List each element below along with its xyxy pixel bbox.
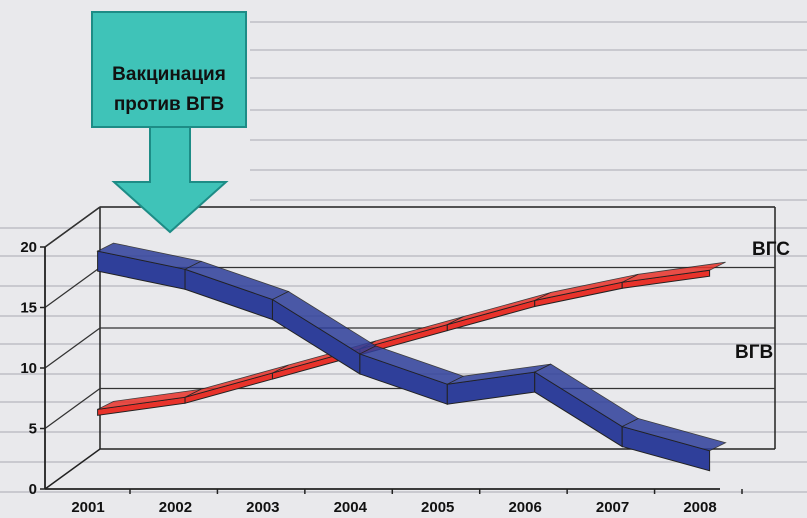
chart-labels: 0 5 10 15 20 2001 2002 2003 2004 2005 2006 2007 2008…: [20, 239, 790, 516]
y-tick-label: 20: [20, 239, 37, 256]
series-label: ВГС: [752, 239, 790, 260]
gridline: [44, 206, 775, 248]
callout-line-1: Вакцинация: [112, 64, 226, 85]
x-tick-label: 2001: [71, 499, 104, 516]
y-tick-label: 10: [20, 360, 37, 377]
x-tick-label: 2007: [596, 499, 629, 516]
ribbon-top: [359, 316, 464, 350]
gridline: [44, 327, 775, 369]
ribbon-top: [621, 261, 726, 283]
vaccination-callout: Вакцинация против ВГВ: [91, 11, 247, 234]
callout-box: [91, 11, 247, 128]
x-tick-label: 2005: [421, 499, 454, 516]
y-tick-label: 15: [20, 300, 37, 317]
ribbon-segment: [446, 299, 536, 332]
y-tick-label: 0: [29, 481, 37, 498]
ribbon-top: [447, 292, 551, 326]
ribbon-top: [621, 418, 727, 452]
callout-arrow: [111, 126, 229, 234]
x-tick-label: 2004: [334, 499, 368, 516]
series-label: ВГВ: [735, 342, 773, 363]
x-tick-label: 2002: [159, 499, 192, 516]
x-tick-label: 2003: [246, 499, 279, 516]
y-tick-label: 5: [29, 421, 37, 438]
gridline: [44, 387, 775, 430]
x-tick-label: 2008: [683, 499, 716, 516]
ribbon-top: [184, 364, 289, 398]
chart-axes: [40, 246, 743, 494]
x-tick-label: 2006: [508, 499, 541, 516]
callout-line-2: против ВГВ: [114, 94, 224, 115]
series-vgv: [96, 242, 727, 472]
chart-series: [96, 242, 727, 472]
